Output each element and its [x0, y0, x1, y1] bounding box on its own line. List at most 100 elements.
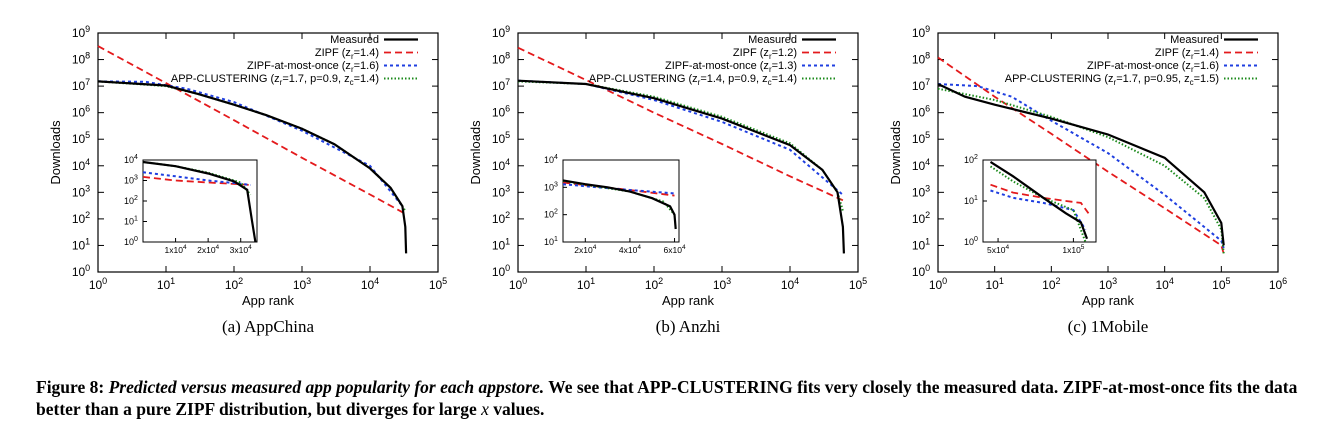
inset-series-line-measured — [562, 179, 677, 230]
y-tick-label: 101 — [72, 236, 90, 252]
y-tick-label: 108 — [492, 51, 510, 67]
x-tick-label: 104 — [361, 276, 379, 292]
inset-y-tick-label: 103 — [124, 175, 138, 186]
x-tick-label: 101 — [577, 276, 595, 292]
inset-series-line-zipf — [142, 176, 251, 186]
panel-label: (b) Anzhi — [656, 317, 721, 336]
legend-label: ZIPF-at-most-once (zr=1.6) — [247, 60, 379, 74]
y-tick-label: 105 — [492, 130, 510, 146]
inset-chart: 100 101 102 103 104 1x104 2x104 3x104 — [124, 154, 258, 255]
x-tick-label: 100 — [509, 276, 527, 292]
legend-label: ZIPF-at-most-once (zr=1.6) — [1087, 60, 1219, 74]
legend-label: ZIPF (zr=1.4) — [1155, 47, 1219, 61]
series-line-zipf-amo — [97, 80, 404, 207]
legend-label: ZIPF-at-most-once (zr=1.3) — [665, 60, 797, 74]
panel-label: (c) 1Mobile — [1068, 317, 1149, 336]
series-line-zipf — [97, 45, 407, 215]
inset-series-line-measured — [989, 160, 1089, 240]
series-line-app-clustering — [937, 87, 1225, 254]
series-line-zipf — [517, 46, 844, 202]
series-line-measured — [97, 80, 408, 254]
y-tick-label: 100 — [72, 263, 90, 279]
plot-frame — [517, 32, 859, 273]
y-tick-label: 104 — [72, 157, 90, 173]
y-axis-label: Downloads — [48, 120, 63, 185]
x-axis-label: App rank — [242, 293, 295, 308]
y-tick-label: 108 — [912, 51, 930, 67]
y-tick-label: 103 — [72, 183, 90, 199]
x-tick-label: 101 — [157, 276, 175, 292]
inset-x-tick-label: 6x104 — [664, 244, 686, 255]
y-tick-label: 102 — [492, 210, 510, 226]
x-tick-label: 102 — [1042, 276, 1060, 292]
chart-panel-2: 100 101 102 103 104 105 100 101 102 103 104 105 106 1… — [468, 24, 867, 336]
x-tick-label: 105 — [1212, 276, 1230, 292]
caption-body: We see that APP-CLUSTERING fits very clo… — [36, 377, 1298, 419]
x-tick-label: 103 — [1099, 276, 1117, 292]
y-tick-label: 106 — [72, 104, 90, 120]
legend-label: Measured — [748, 34, 797, 46]
inset-x-tick-label: 5x104 — [987, 244, 1009, 255]
inset-x-tick-label: 4x104 — [619, 244, 641, 255]
caption-lead: Predicted versus measured app popularity… — [108, 377, 545, 397]
inset-y-tick-label: 102 — [964, 154, 978, 165]
inset-y-tick-label: 101 — [964, 195, 978, 206]
y-tick-label: 102 — [72, 210, 90, 226]
x-tick-label: 104 — [781, 276, 799, 292]
x-tick-label: 100 — [929, 276, 947, 292]
inset-y-tick-label: 102 — [124, 195, 138, 206]
inset-y-tick-label: 101 — [544, 236, 558, 247]
inset-x-tick-label: 3x104 — [230, 244, 252, 255]
inset-series-line-zipf — [990, 183, 1090, 214]
legend-label: ZIPF (zr=1.4) — [315, 47, 379, 61]
inset-frame — [562, 159, 680, 243]
legend-label: Measured — [1170, 34, 1219, 46]
legend-label: APP-CLUSTERING (zr=1.4, p=0.9, zc=1.4) — [589, 73, 797, 87]
caption-body-end: values. — [493, 399, 545, 419]
figure-caption: Figure 8: Predicted versus measured app … — [36, 376, 1298, 420]
inset-y-tick-label: 104 — [124, 154, 138, 165]
legend-label: APP-CLUSTERING (zr=1.7, p=0.9, zc=1.4) — [171, 73, 379, 87]
legend-label: ZIPF (zr=1.2) — [733, 47, 797, 61]
y-tick-label: 105 — [912, 130, 930, 146]
y-tick-label: 107 — [492, 77, 510, 93]
x-tick-label: 102 — [645, 276, 663, 292]
x-tick-label: 102 — [225, 276, 243, 292]
x-tick-label: 101 — [985, 276, 1003, 292]
legend-label: APP-CLUSTERING (zr=1.7, p=0.95, zc=1.5) — [1005, 73, 1219, 87]
chart-panel-1: 100 101 102 103 104 105 100 101 102 103 104 105 106 1… — [48, 24, 447, 336]
y-tick-label: 107 — [72, 77, 90, 93]
x-tick-label: 105 — [849, 276, 867, 292]
inset-y-tick-label: 100 — [124, 236, 138, 247]
y-tick-label: 104 — [492, 157, 510, 173]
y-axis-label: Downloads — [888, 120, 903, 185]
inset-y-tick-label: 100 — [964, 236, 978, 247]
x-axis-label: App rank — [662, 293, 715, 308]
inset-x-tick-label: 2x104 — [574, 244, 596, 255]
y-axis-label: Downloads — [468, 120, 483, 185]
inset-chart: 100 101 102 5x104 1x105 — [964, 154, 1097, 255]
plot-frame — [97, 32, 439, 273]
inset-series-line-zipf-amo — [990, 189, 1087, 231]
x-tick-label: 106 — [1269, 276, 1287, 292]
y-tick-label: 109 — [72, 24, 90, 40]
x-tick-label: 103 — [293, 276, 311, 292]
y-tick-label: 100 — [912, 263, 930, 279]
chart-panel-3: 100 101 102 103 104 105 106 100 101 102 103 104 105 1… — [888, 24, 1287, 336]
inset-y-tick-label: 103 — [544, 181, 558, 192]
series-line-zipf — [937, 56, 1225, 254]
x-axis-label: App rank — [1082, 293, 1135, 308]
x-tick-label: 100 — [89, 276, 107, 292]
inset-series-line-measured — [142, 160, 257, 243]
figure-canvas: 100 101 102 103 104 105 100 101 102 103 104 105 106 1… — [48, 24, 1287, 336]
y-tick-label: 105 — [72, 130, 90, 146]
inset-x-tick-label: 1x105 — [1062, 244, 1084, 255]
inset-y-tick-label: 102 — [544, 209, 558, 220]
y-tick-label: 109 — [912, 24, 930, 40]
y-tick-label: 104 — [912, 157, 930, 173]
panel-label: (a) AppChina — [222, 317, 315, 336]
x-tick-label: 104 — [1155, 276, 1173, 292]
legend-label: Measured — [330, 34, 379, 46]
caption-math-x: x — [481, 399, 489, 419]
